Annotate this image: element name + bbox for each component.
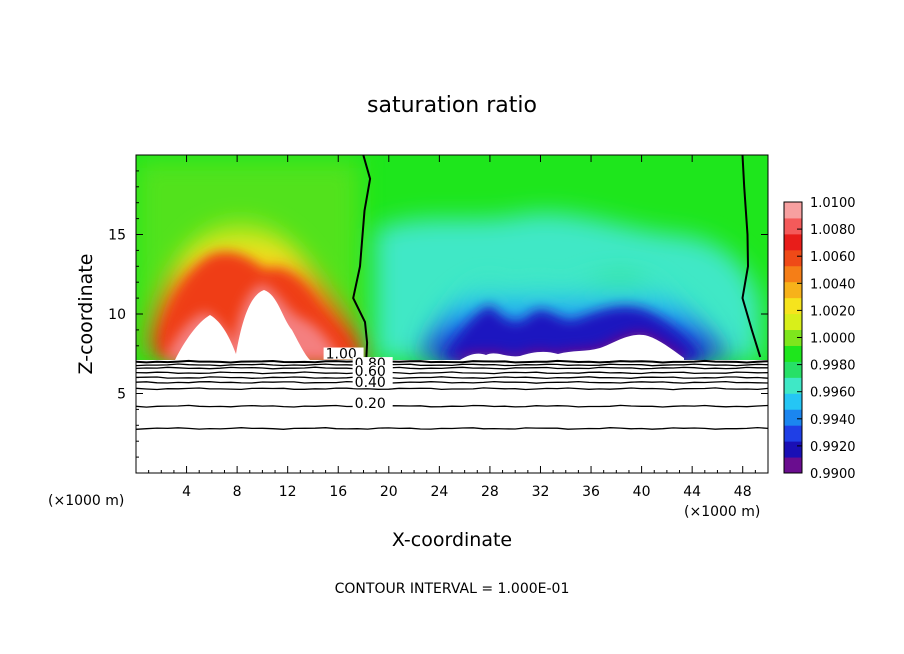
colorbar-segment bbox=[784, 329, 802, 346]
y-axis-ticks: 5 10 15 bbox=[108, 170, 768, 458]
plot-area bbox=[136, 155, 768, 473]
contour-line bbox=[136, 366, 768, 370]
contour-line bbox=[136, 376, 768, 380]
x-axis-ticks: 4 8 12 16 20 24 28 32 36 40 44 48 bbox=[148, 155, 756, 500]
colorbar-segment bbox=[784, 297, 802, 315]
colorbar-segment bbox=[784, 249, 802, 267]
x-tick-label: 44 bbox=[683, 484, 701, 500]
contour-label-bg bbox=[323, 347, 364, 360]
x-tick-label: 16 bbox=[329, 484, 347, 500]
contour-lines bbox=[136, 359, 768, 430]
contour-line bbox=[136, 404, 768, 408]
contour-line bbox=[136, 426, 768, 430]
subsaturated-field bbox=[375, 212, 760, 362]
colorbar-segment bbox=[784, 202, 802, 219]
contour-interval-note: CONTOUR INTERVAL = 1.000E-01 bbox=[335, 581, 570, 597]
colorbar: 0.9900 0.9920 0.9940 0.9960 0.9980 1.0000 1.00… bbox=[783, 196, 856, 482]
saturation-boundary-lines bbox=[352, 155, 762, 359]
x-tick-label: 48 bbox=[734, 484, 752, 500]
colorbar-label: 1.0020 bbox=[810, 304, 856, 319]
colorbar-label: 1.0040 bbox=[810, 277, 856, 292]
x-tick-label: 20 bbox=[380, 484, 398, 500]
colorbar-segment bbox=[784, 313, 802, 331]
contour-label: 0.40 bbox=[355, 375, 386, 391]
x-unit-label-left: (×1000 m) bbox=[48, 493, 124, 509]
x-tick-label: 32 bbox=[532, 484, 550, 500]
x-tick-label: 40 bbox=[633, 484, 651, 500]
x-tick-label: 12 bbox=[279, 484, 297, 500]
colorbar-segment bbox=[784, 377, 802, 394]
colorbar-segment bbox=[784, 281, 802, 299]
colorbar-label: 1.0060 bbox=[810, 250, 856, 265]
colorbar-label: 0.9900 bbox=[810, 467, 856, 482]
colorbar-segment bbox=[784, 441, 802, 458]
contour-line bbox=[136, 380, 768, 384]
colorbar-label: 1.0080 bbox=[810, 223, 856, 238]
contour-label-bg bbox=[352, 376, 393, 389]
colorbar-segment bbox=[784, 265, 802, 283]
below-surface-area bbox=[136, 360, 768, 473]
colorbar-segment bbox=[784, 393, 802, 410]
supersaturated-field bbox=[136, 160, 372, 360]
contour-label-bg bbox=[352, 396, 393, 409]
colorbar-segment bbox=[784, 457, 802, 474]
colorbar-segment bbox=[784, 217, 802, 235]
colorbar-segment bbox=[784, 425, 802, 442]
contour-line bbox=[136, 359, 768, 364]
contour-line bbox=[136, 363, 768, 367]
contour-line bbox=[136, 387, 768, 391]
colorbar-label: 0.9960 bbox=[810, 386, 856, 401]
x-tick-label: 8 bbox=[233, 484, 242, 500]
colorbar-label: 0.9920 bbox=[810, 440, 856, 455]
contour-line bbox=[136, 371, 768, 375]
x-tick-label: 28 bbox=[481, 484, 499, 500]
contour-label-bg bbox=[352, 365, 393, 378]
x-tick-label: 36 bbox=[582, 484, 600, 500]
chart-title: saturation ratio bbox=[367, 93, 537, 118]
colorbar-segment bbox=[784, 409, 802, 426]
colorbar-segment bbox=[784, 345, 802, 362]
saturation-boundary-left bbox=[352, 155, 372, 359]
y-tick-label: 5 bbox=[117, 387, 126, 403]
contour-labels: 1.000.800.600.400.20 bbox=[323, 347, 393, 412]
colorbar-label: 1.0100 bbox=[810, 196, 856, 211]
x-unit-label-right: (×1000 m) bbox=[684, 504, 760, 520]
colorbar-label: 0.9980 bbox=[810, 359, 856, 374]
contour-label: 1.00 bbox=[326, 347, 357, 363]
y-axis-label: Z-coordinate bbox=[75, 254, 97, 375]
saturation-boundary-right bbox=[741, 155, 762, 358]
contour-label: 0.60 bbox=[355, 364, 386, 380]
y-tick-label: 10 bbox=[108, 307, 126, 323]
y-tick-label: 15 bbox=[108, 228, 126, 244]
colorbar-label: 0.9940 bbox=[810, 413, 856, 428]
colorbar-segment bbox=[784, 361, 802, 378]
x-tick-label: 4 bbox=[182, 484, 191, 500]
colorbar-label: 1.0000 bbox=[810, 332, 856, 347]
x-tick-label: 24 bbox=[430, 484, 448, 500]
contour-label: 0.20 bbox=[355, 396, 386, 412]
x-axis-label: X-coordinate bbox=[392, 529, 512, 551]
colorbar-segment bbox=[784, 233, 802, 251]
